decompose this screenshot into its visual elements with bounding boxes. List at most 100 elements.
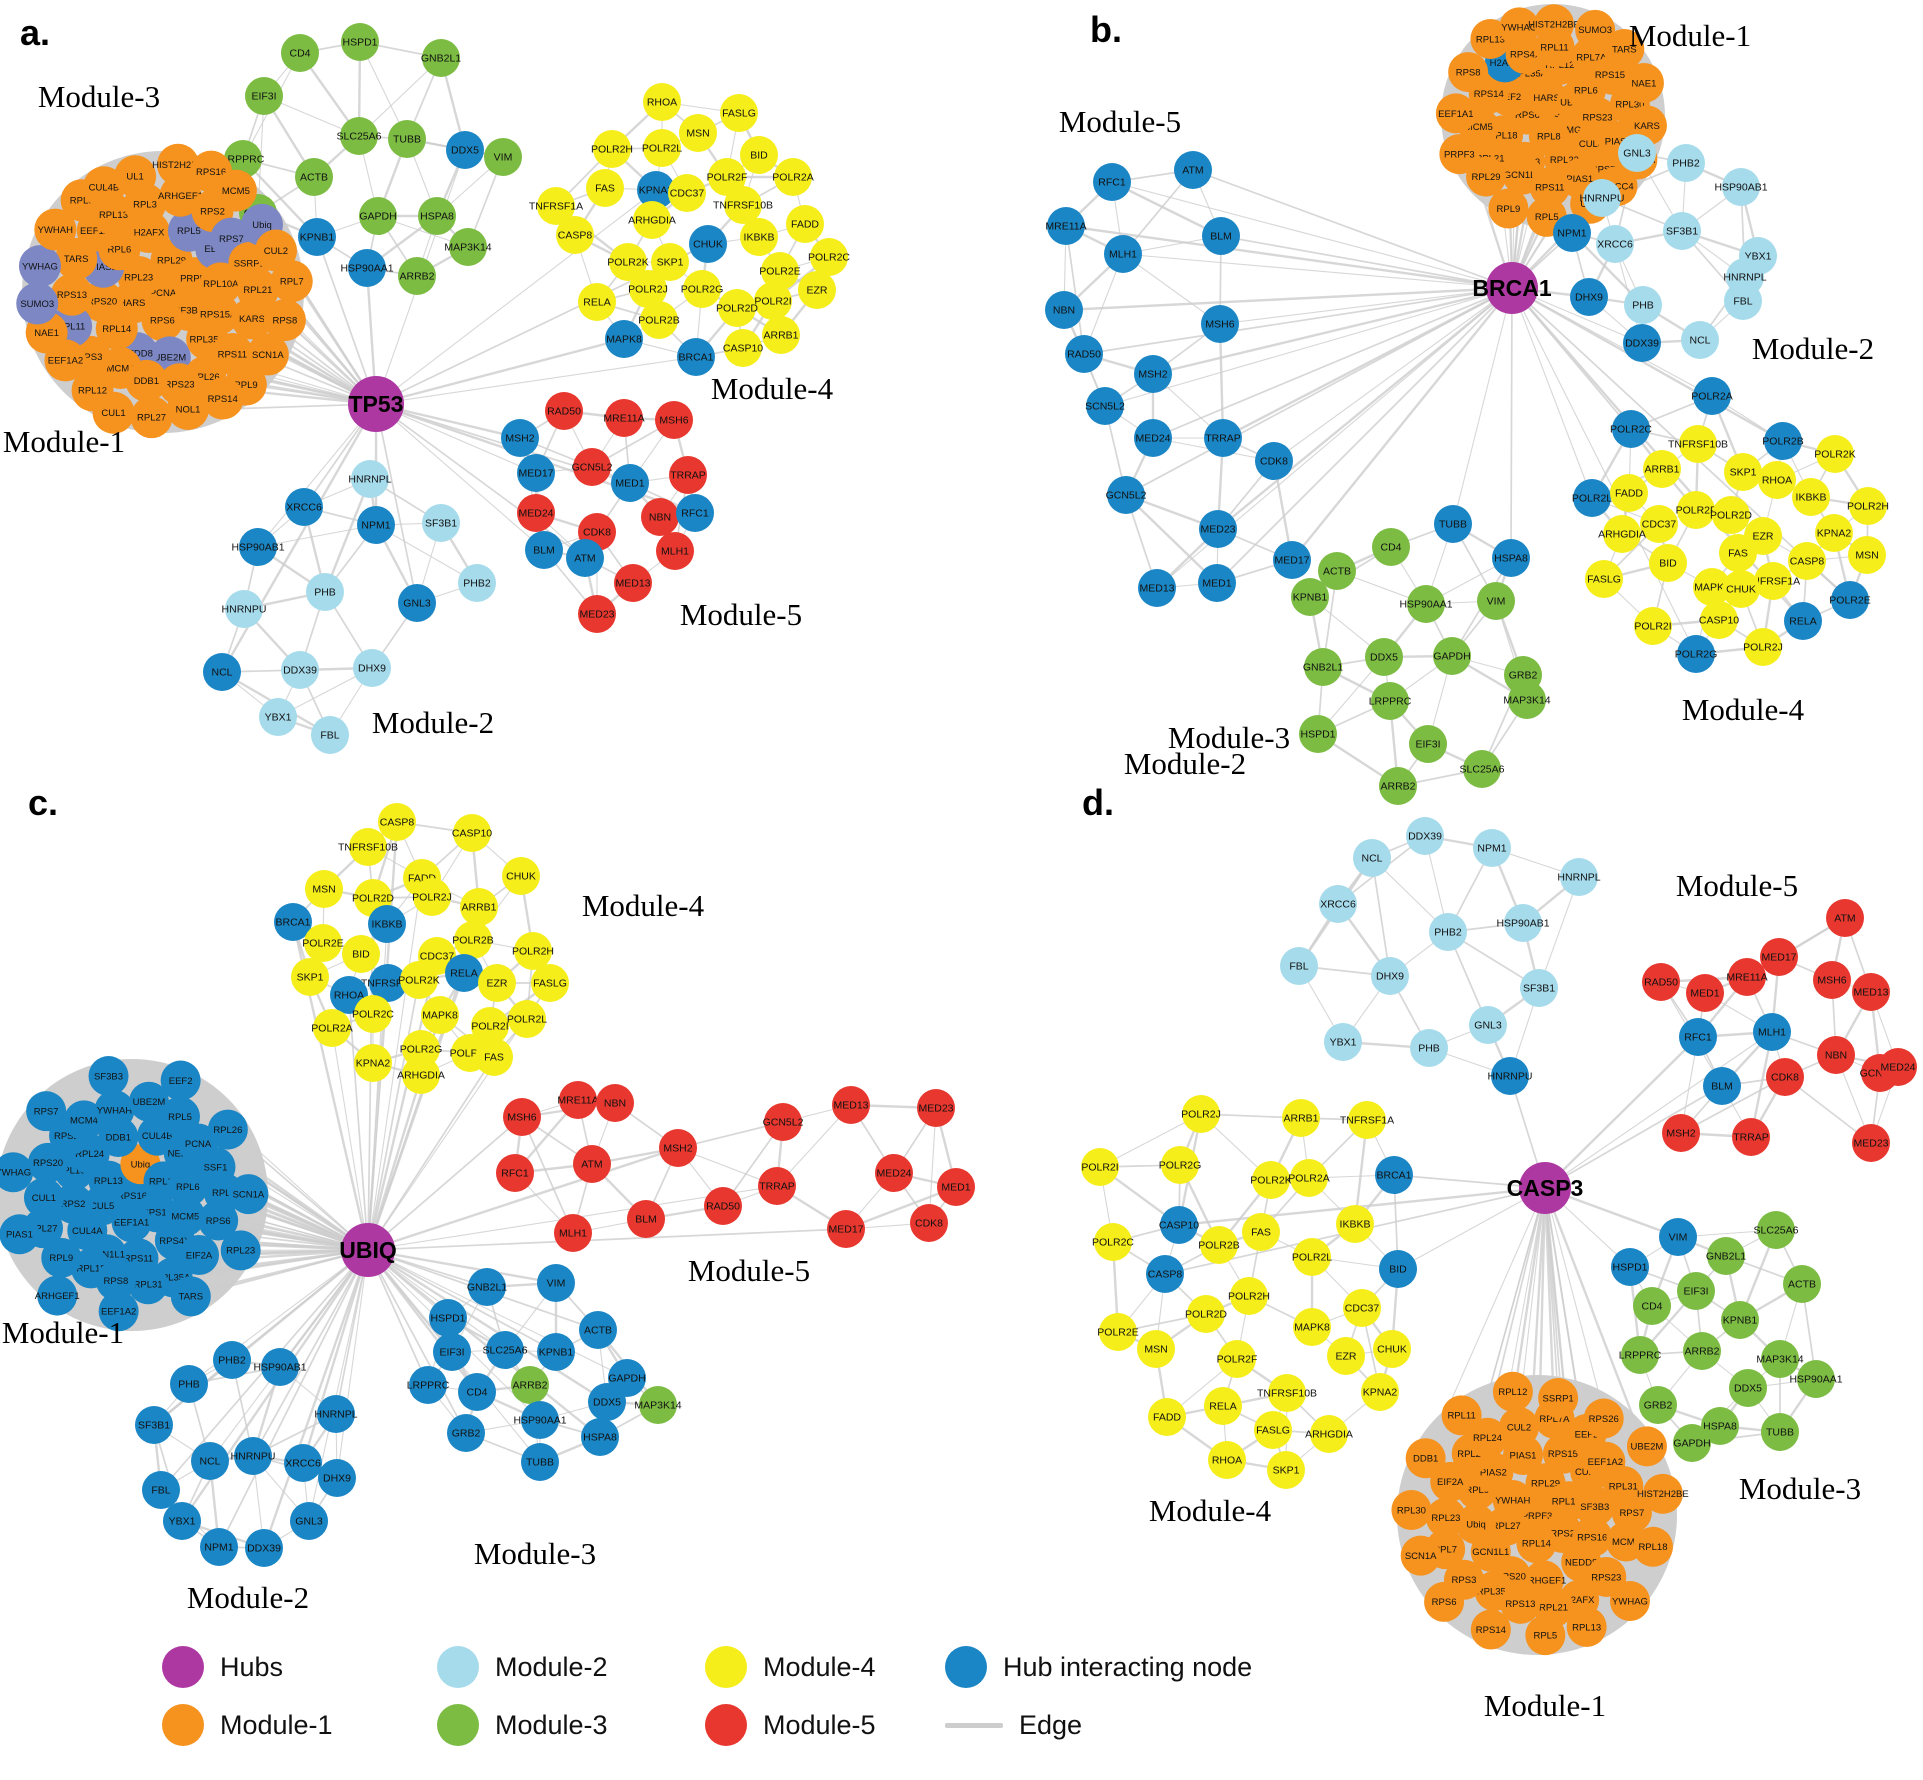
node-label: MSN — [686, 128, 709, 140]
node-label: KPNB1 — [1723, 1315, 1758, 1327]
node-label: POLR2L — [1572, 493, 1612, 505]
node-label: EIF2A — [1437, 1477, 1464, 1488]
node-label: MSH6 — [507, 1112, 536, 1124]
node-label: RPL23 — [1431, 1513, 1460, 1524]
node-label: POLR2A — [1288, 1173, 1329, 1185]
node-label: RPL13 — [1476, 34, 1505, 45]
node-label: HNRNPU — [1488, 1071, 1533, 1083]
node-label: NOL1 — [176, 404, 201, 415]
edge — [376, 339, 624, 404]
node-label: CASP8 — [1148, 1269, 1183, 1281]
node-label: ARHGDIA — [628, 215, 676, 227]
node-label: NAE1 — [1632, 78, 1657, 89]
node-label: HNRNPL — [314, 1409, 357, 1421]
module-label: Module-3 — [1739, 1471, 1861, 1506]
node-label: GAPDH — [359, 211, 396, 223]
node-label: DDB1 — [1413, 1454, 1438, 1465]
node-label: ATM — [1834, 913, 1855, 925]
module-label: Module-4 — [711, 371, 834, 406]
node-label: MAPK8 — [606, 334, 642, 346]
node-label: RELA — [583, 297, 610, 309]
node-label: POLR2A — [311, 1023, 352, 1035]
node-label: POLR2G — [1159, 1160, 1202, 1172]
node-label: TUBB — [1439, 519, 1467, 531]
node-label: BID — [750, 150, 768, 162]
node-label: EIF3I — [251, 91, 276, 103]
legend-label: Module-2 — [495, 1652, 608, 1683]
node-label: RPS7 — [34, 1106, 59, 1117]
node-label: HSPD1 — [1300, 729, 1335, 741]
node-label: SSRP1 — [1543, 1393, 1574, 1404]
node-label: RELA — [1209, 1401, 1236, 1413]
node-label: RAD50 — [547, 406, 581, 418]
node-label: MED17 — [828, 1224, 863, 1236]
edge — [1221, 236, 1512, 288]
node-label: FAS — [1251, 1227, 1271, 1239]
node-label: MSN — [312, 884, 335, 896]
module-label: Module-2 — [1752, 331, 1874, 366]
node-label: GCN5L2 — [572, 462, 613, 474]
node-label: MLH1 — [661, 546, 689, 558]
node-label: KPNA2 — [356, 1058, 391, 1070]
node-label: TUBB — [393, 134, 421, 146]
node-label: GNB2L1 — [1303, 662, 1343, 674]
node-label: POLR2L — [1292, 1252, 1332, 1264]
node-label: EIF3I — [1415, 739, 1440, 751]
module-label: Module-2 — [1124, 746, 1246, 781]
node-label: ACTB — [1788, 1279, 1816, 1291]
node-label: SKP1 — [1273, 1465, 1300, 1477]
legend-label: Hubs — [220, 1652, 283, 1683]
node-label: POLR2C — [1610, 424, 1652, 436]
node-label: XRCC6 — [1597, 239, 1633, 251]
node-label: MSH6 — [1817, 975, 1846, 987]
node-label: RPL27 — [1492, 1521, 1521, 1532]
node-label: POLR2K — [607, 257, 648, 269]
node-label: SKP1 — [657, 257, 684, 269]
node-label: BID — [1659, 558, 1677, 570]
node-label: POLR2J — [1181, 1109, 1221, 1121]
node-label: MED17 — [1761, 952, 1796, 964]
node-label: RPL6 — [176, 1182, 200, 1193]
node-label: ARHGDIA — [397, 1070, 445, 1082]
node-label: NCL — [1689, 335, 1710, 347]
node-label: YBX1 — [265, 712, 292, 724]
node-label: POLR2D — [1185, 1309, 1227, 1321]
node-label: RPL30 — [1397, 1505, 1426, 1516]
node-label: CUL1 — [101, 408, 125, 419]
node-label: POLR2G — [1675, 649, 1718, 661]
node-label: RPS6 — [150, 316, 175, 327]
node-label: ARHGDIA — [1305, 1429, 1353, 1441]
node-label: RPS6 — [206, 1216, 231, 1227]
node-label: PCNA — [185, 1139, 212, 1150]
node-label: MAP3K14 — [1756, 1354, 1803, 1366]
node-label: EEF1A1 — [1438, 109, 1473, 120]
node-label: RPL29 — [1471, 172, 1500, 183]
node-label: LRPPRC — [1619, 1350, 1662, 1362]
node-label: NPM1 — [204, 1542, 233, 1554]
node-label: POLR2H — [512, 946, 554, 958]
node-label: POLR2L — [642, 143, 682, 155]
node-label: RPS20 — [33, 1158, 63, 1169]
node-label: HSPA8 — [583, 1432, 617, 1444]
node-label: MSH6 — [659, 415, 688, 427]
node-label: FASLG — [722, 108, 756, 120]
node-label: YWHAH — [97, 1105, 133, 1116]
node-label: DDX5 — [1370, 652, 1398, 664]
node-label: MED13 — [833, 1100, 868, 1112]
edge — [1123, 254, 1512, 288]
node-label: HSP90AA1 — [340, 263, 393, 275]
node-label: KARS — [239, 314, 265, 325]
node-label: RPS8 — [103, 1276, 128, 1287]
node-label: MED24 — [518, 508, 553, 520]
node-label: PHB — [1632, 300, 1654, 312]
node-label: MSH2 — [1666, 1128, 1695, 1140]
node-label: CDC37 — [670, 188, 705, 200]
node-label: FBL — [151, 1485, 170, 1497]
node-label: MED13 — [615, 578, 650, 590]
node-label: KPNA2 — [1817, 528, 1852, 540]
node-label: SF3B3 — [1580, 1502, 1609, 1513]
node-label: HIST2H2BE — [1528, 20, 1580, 31]
node-label: CDK8 — [1771, 1072, 1799, 1084]
module-label: Module-1 — [1629, 18, 1751, 53]
node-label: POLR2B — [452, 935, 493, 947]
